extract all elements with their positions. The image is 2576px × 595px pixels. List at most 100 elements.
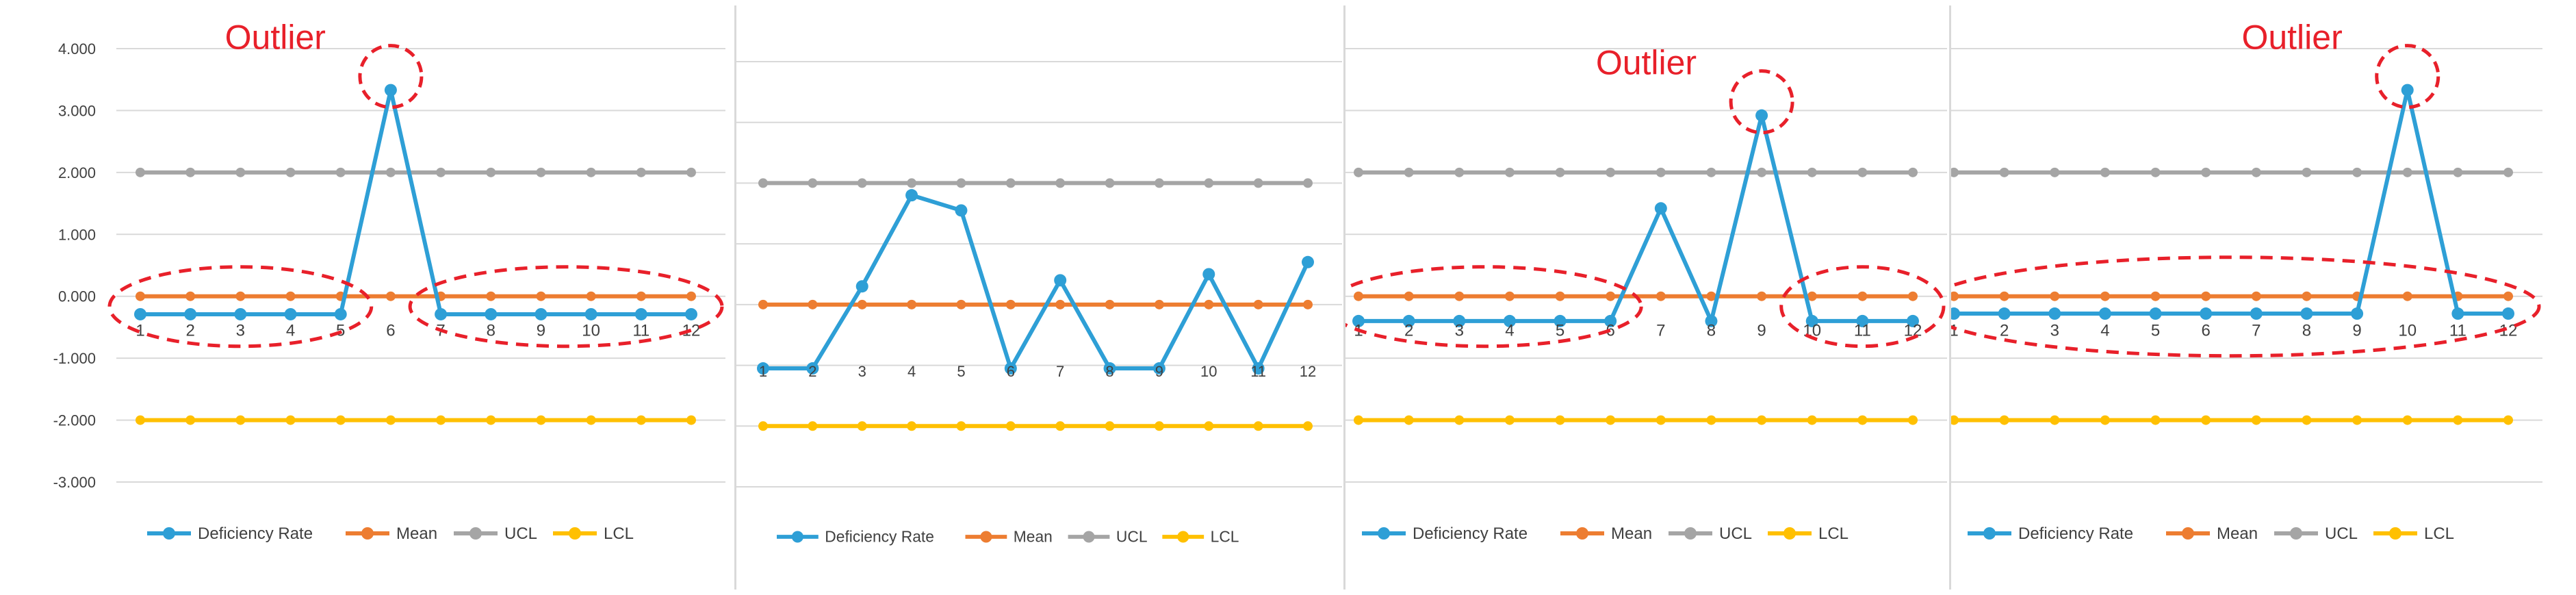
point-ucl — [2402, 167, 2412, 177]
point-mean — [1105, 299, 1115, 309]
point-ucl — [1354, 167, 1363, 177]
point-lcl — [2503, 415, 2513, 425]
x-tick-label: 10 — [2398, 322, 2417, 340]
point-lcl — [1555, 415, 1565, 425]
point-deficiency-rate — [1302, 255, 1314, 268]
legend-label-deficiency-rate: Deficiency Rate — [1413, 524, 1528, 543]
legend-label-mean: Mean — [1611, 524, 1652, 543]
highlight-ellipse — [107, 265, 374, 349]
point-lcl — [2402, 415, 2412, 425]
x-tick-label: 5 — [2151, 322, 2160, 340]
point-ucl — [2453, 167, 2463, 177]
legend-marker-lcl — [1177, 531, 1189, 543]
point-lcl — [808, 421, 818, 431]
y-tick-label: 4.000 — [58, 40, 96, 58]
point-deficiency-rate — [1004, 362, 1017, 375]
point-ucl — [1950, 167, 1959, 177]
point-lcl — [385, 415, 396, 425]
x-tick-label: 10 — [582, 322, 600, 340]
x-tick-label: 8 — [1707, 322, 1716, 340]
point-lcl — [536, 415, 546, 425]
legend-label-ucl: UCL — [2325, 524, 2358, 543]
x-tick-label: 5 — [1556, 322, 1564, 340]
point-mean — [536, 291, 546, 301]
x-tick-label: 2 — [808, 363, 816, 380]
point-deficiency-rate — [1554, 314, 1567, 327]
point-lcl — [2201, 415, 2211, 425]
point-deficiency-rate — [955, 204, 968, 217]
point-lcl — [1105, 421, 1115, 431]
point-deficiency-rate — [806, 362, 819, 375]
legend-label-mean: Mean — [2217, 524, 2258, 543]
point-deficiency-rate — [1907, 314, 1919, 327]
legend-label-deficiency-rate: Deficiency Rate — [2018, 524, 2133, 543]
point-ucl — [808, 178, 818, 188]
x-tick-label: 4 — [1505, 322, 1514, 340]
legend-label-mean: Mean — [396, 524, 437, 543]
control-chart-2: 1 2 3 4 5 6 7 8 9 10 11 12 Deficiency Rate Mean UCL LCL — [736, 0, 1345, 595]
panel-divider — [1343, 5, 1345, 590]
point-deficiency-rate — [1998, 307, 2011, 320]
highlight-ellipse — [408, 265, 724, 349]
point-deficiency-rate — [2401, 84, 2414, 97]
point-ucl — [857, 178, 867, 188]
point-lcl — [136, 415, 145, 425]
point-mean — [486, 291, 496, 301]
point-mean — [857, 299, 867, 309]
point-ucl — [385, 167, 396, 177]
point-deficiency-rate — [584, 307, 597, 320]
x-tick-label: 11 — [1854, 322, 1871, 340]
point-mean — [1908, 291, 1918, 301]
point-ucl — [436, 167, 446, 177]
point-mean — [2402, 291, 2412, 301]
x-tick-label: 11 — [632, 322, 649, 340]
x-tick-label: 6 — [2202, 322, 2211, 340]
point-lcl — [2453, 415, 2463, 425]
point-mean — [686, 291, 696, 301]
point-mean — [2100, 291, 2110, 301]
point-deficiency-rate — [855, 280, 868, 293]
point-lcl — [185, 415, 196, 425]
point-lcl — [2352, 415, 2362, 425]
outlier-circle — [1729, 69, 1794, 135]
point-ucl — [956, 178, 966, 188]
x-tick-label: 11 — [1250, 363, 1266, 380]
point-mean — [1950, 291, 1959, 301]
x-tick-label: 3 — [236, 322, 245, 340]
x-tick-label: 4 — [907, 363, 916, 380]
legend-marker-ucl — [2290, 527, 2302, 540]
legend-label-lcl: LCL — [604, 524, 634, 543]
x-tick-label: 1 — [759, 363, 767, 380]
point-lcl — [2150, 415, 2161, 425]
x-tick-label: 7 — [1056, 363, 1064, 380]
point-deficiency-rate — [2502, 307, 2514, 320]
point-lcl — [1303, 421, 1313, 431]
outlier-label: Outlier — [2241, 18, 2342, 57]
point-mean — [808, 299, 818, 309]
point-ucl — [907, 178, 917, 188]
x-tick-label: 2 — [186, 322, 195, 340]
point-ucl — [586, 167, 596, 177]
point-ucl — [1857, 167, 1868, 177]
point-deficiency-rate — [384, 84, 397, 97]
point-lcl — [907, 421, 917, 431]
highlight-ellipse — [1950, 255, 2541, 358]
legend-marker-deficiency-rate — [791, 531, 803, 543]
point-deficiency-rate — [1402, 314, 1415, 327]
point-deficiency-rate — [757, 362, 769, 375]
point-ucl — [1204, 178, 1214, 188]
point-deficiency-rate — [2351, 307, 2364, 320]
point-lcl — [335, 415, 346, 425]
point-lcl — [1204, 421, 1214, 431]
point-mean — [1253, 299, 1263, 309]
point-mean — [2302, 291, 2312, 301]
point-deficiency-rate — [534, 307, 548, 320]
point-deficiency-rate — [2048, 307, 2061, 320]
point-lcl — [486, 415, 496, 425]
point-deficiency-rate — [134, 307, 146, 320]
legend-label-lcl: LCL — [2424, 524, 2454, 543]
x-tick-label: 3 — [1455, 322, 1464, 340]
legend: Deficiency Rate Mean UCL LCL — [1968, 524, 2454, 543]
point-deficiency-rate — [1705, 314, 1718, 327]
